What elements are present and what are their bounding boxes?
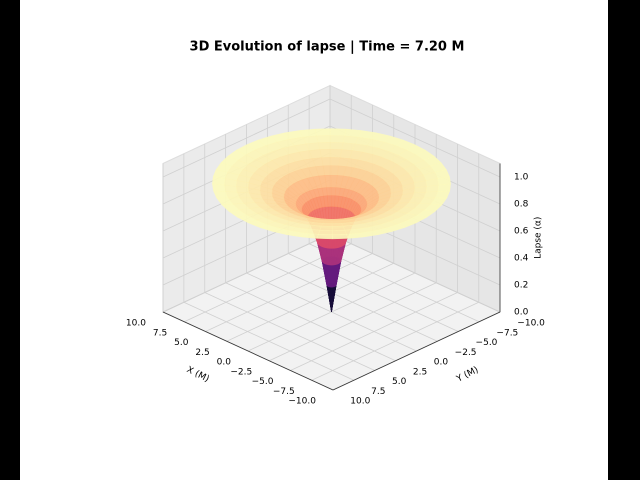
surface-patch [317, 142, 331, 150]
y-tick-label: 5.0 [392, 377, 407, 387]
y-tick-label: 10.0 [350, 397, 370, 407]
grid-line [329, 233, 501, 313]
surface-patch [316, 135, 331, 143]
z-tick-label: 0.8 [514, 200, 529, 210]
y-tick-label: 0.0 [434, 358, 449, 368]
surface-patch [330, 128, 347, 137]
surface-patch [330, 135, 345, 143]
x-tick-label: 2.5 [195, 348, 209, 358]
z-tick-label: 0.0 [514, 308, 529, 318]
surface-patch [314, 128, 331, 137]
surface-patch [330, 142, 344, 150]
surface-patch [322, 220, 333, 224]
y-axis-label: Y (M) [454, 365, 480, 385]
grid-line [162, 98, 331, 178]
axis-line [162, 311, 334, 391]
surface-patch [425, 184, 439, 193]
z-axis-label: Lapse (α) [534, 217, 544, 259]
chart-title: 3D Evolution of lapse | Time = 7.20 M [190, 40, 465, 55]
x-tick-label: 5.0 [174, 338, 189, 348]
surface-patch [332, 229, 347, 235]
z-tick-label: 0.4 [514, 254, 529, 264]
x-tick-label: −5.0 [252, 377, 274, 387]
surface-patch [332, 234, 349, 240]
y-tick-label: −5.0 [476, 338, 498, 348]
x-axis-label: X (M) [185, 365, 211, 385]
grid-line [267, 262, 438, 342]
grid-line [162, 233, 331, 313]
grid-line [288, 253, 459, 332]
y-tick-label: 2.5 [413, 367, 427, 377]
y-tick-label: −10.0 [517, 319, 545, 329]
surface-patch [319, 148, 332, 158]
z-tick-label: 0.2 [514, 281, 528, 291]
surface-patch [330, 148, 342, 158]
surface-patch [224, 184, 238, 193]
x-tick-label: −7.5 [273, 387, 295, 397]
z-tick-label: 0.6 [514, 227, 529, 237]
surface-patch [331, 220, 342, 224]
z-tick-label: 1.0 [514, 173, 529, 183]
axis-line [332, 311, 501, 391]
x-tick-label: 7.5 [153, 328, 167, 338]
surface-patch [437, 183, 451, 192]
surface-patch [332, 225, 346, 231]
x-tick-label: −10.0 [288, 397, 316, 407]
grid-line [225, 282, 396, 362]
grid-line [329, 98, 501, 178]
y-tick-label: −2.5 [455, 348, 477, 358]
y-tick-label: 7.5 [371, 387, 385, 397]
y-tick-label: −7.5 [496, 328, 518, 338]
surface-patch [319, 225, 333, 231]
x-tick-label: −2.5 [230, 367, 252, 377]
surface-patch [316, 234, 333, 240]
grid-line [204, 292, 375, 371]
x-tick-label: 0.0 [217, 358, 232, 368]
grid-line [183, 301, 355, 381]
surface-patch [318, 229, 333, 235]
x-tick-label: 10.0 [126, 319, 146, 329]
surface-patch [212, 183, 226, 192]
